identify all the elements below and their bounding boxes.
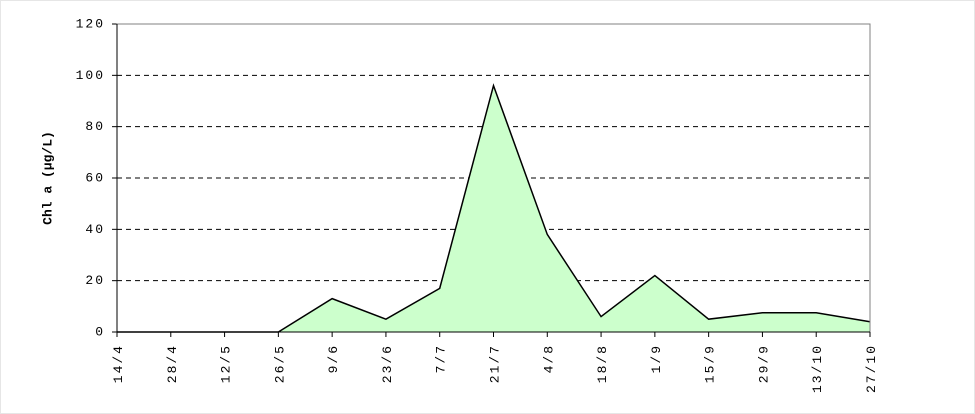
x-tick-label: 9/6 (326, 344, 341, 373)
y-tick-label: 120 (76, 16, 105, 31)
x-tick-label: 26/5 (272, 344, 287, 383)
x-tick-label: 21/7 (488, 344, 503, 383)
area-fill (117, 85, 870, 332)
x-tick-label: 4/8 (541, 344, 556, 373)
y-tick-label: 80 (85, 119, 105, 134)
x-tick-label: 13/10 (810, 344, 825, 393)
y-tick-label: 60 (85, 170, 105, 185)
y-tick-label: 20 (85, 273, 105, 288)
x-tick-label: 7/7 (434, 344, 449, 373)
x-tick-label: 29/9 (756, 344, 771, 383)
y-tick-label: 100 (76, 68, 105, 83)
y-tick-label: 40 (85, 222, 105, 237)
y-tick-label: 0 (95, 324, 105, 339)
x-tick-label: 14/4 (111, 344, 126, 383)
x-tick-label: 12/5 (219, 344, 234, 383)
y-axis-title: Chl a (μg/L) (40, 131, 55, 225)
x-tick-label: 15/9 (703, 344, 718, 383)
x-tick-label: 18/8 (595, 344, 610, 383)
x-tick-label: 27/10 (864, 344, 879, 393)
x-tick-label: 1/9 (649, 344, 664, 373)
x-tick-label: 28/4 (165, 344, 180, 383)
x-tick-label: 23/6 (380, 344, 395, 383)
